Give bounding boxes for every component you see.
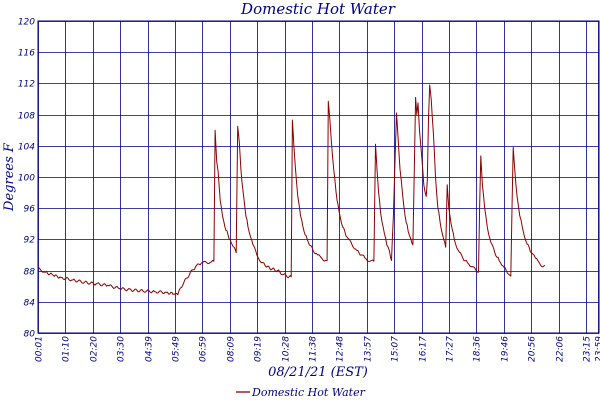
x-tick-label: 08:09 [227, 336, 237, 362]
y-axis-label: Degrees F [2, 142, 17, 212]
x-tick-label: 02:20 [90, 336, 100, 362]
y-tick-label: 116 [18, 49, 35, 59]
x-tick-label: 12:48 [336, 336, 346, 362]
x-tick-label: 11:38 [309, 336, 319, 362]
y-tick-label: 88 [24, 268, 36, 278]
x-tick-label: 22:06 [556, 336, 566, 362]
x-tick-label: 23:59 [595, 336, 600, 362]
y-tick-label: 120 [18, 18, 35, 28]
x-tick-label: 04:39 [145, 336, 155, 362]
x-tick-label: 00:01 [35, 336, 45, 362]
x-tick-label: 19:46 [501, 336, 511, 362]
x-axis-label: 08/21/21 (EST) [268, 365, 368, 380]
y-tick-label: 92 [24, 236, 36, 246]
x-tick-label: 16:17 [419, 336, 429, 362]
series-layer [37, 84, 546, 296]
x-tick-label: 23:15 [583, 336, 593, 362]
chart-title: Domestic Hot Water [240, 0, 396, 18]
x-tick-labels: 00:01 01:10 02:20 03:30 04:39 05:49 06:59 08:09… [35, 336, 600, 362]
y-tick-label: 80 [24, 330, 36, 340]
x-tick-label: 15:07 [391, 336, 401, 362]
x-tick-label: 13:57 [364, 336, 374, 362]
plot-area-border [37, 20, 600, 334]
y-tick-label: 104 [18, 143, 35, 153]
y-tick-label: 108 [18, 112, 35, 122]
series-line [37, 84, 546, 296]
x-tick-label: 01:10 [62, 336, 72, 362]
y-tick-label: 84 [24, 299, 36, 309]
x-tick-label: 18:36 [473, 336, 483, 362]
y-tick-label: 100 [18, 174, 35, 184]
x-tick-label: 10:28 [282, 336, 292, 362]
y-tick-label: 112 [18, 80, 35, 90]
x-tick-label: 06:59 [199, 336, 209, 362]
x-tick-label: 09:19 [254, 336, 264, 362]
x-tick-label: 20:56 [528, 336, 538, 362]
x-tick-label: 03:30 [117, 336, 127, 362]
y-tick-label: 96 [24, 205, 36, 215]
x-tick-label: 17:27 [446, 336, 456, 362]
x-tick-label: 05:49 [172, 336, 182, 362]
legend: Domestic Hot Water [236, 386, 366, 399]
y-tick-labels: 80 84 88 92 96 100 104 108 112 116 120 [18, 18, 35, 340]
legend-label: Domestic Hot Water [251, 386, 366, 399]
